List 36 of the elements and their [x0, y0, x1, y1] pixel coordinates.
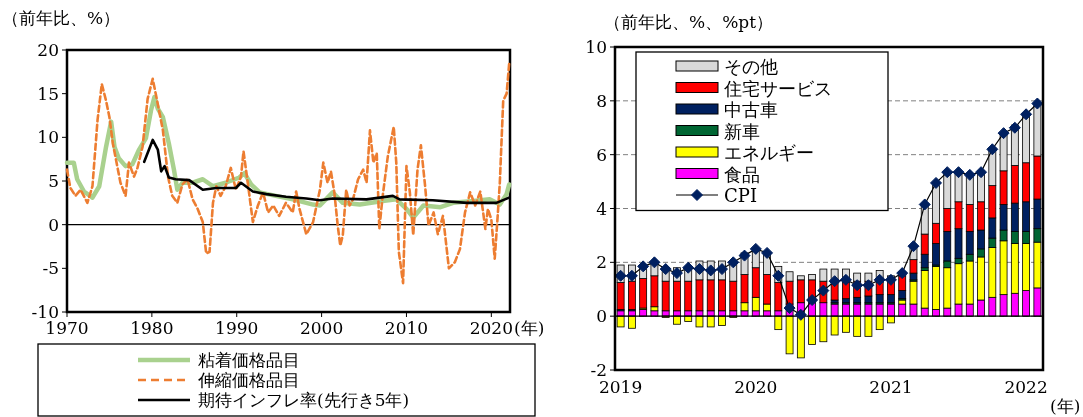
x-tick-label: 2020	[469, 318, 513, 338]
legend-label: エネルギー	[724, 142, 814, 163]
y-tick-label: 15	[37, 83, 59, 104]
x-axis-title: (年)	[514, 318, 545, 338]
y-tick-label: 10	[585, 37, 607, 57]
legend-label: 住宅サービス	[723, 77, 832, 99]
x-tick-label: 2021	[869, 377, 913, 397]
y-tick-label: 0	[48, 214, 59, 235]
legend-label: 粘着価格品目	[198, 350, 300, 370]
y-tick-label: 5	[48, 171, 59, 191]
x-tick-label: 2022	[1004, 377, 1048, 397]
y-tick-label: -5	[42, 258, 59, 279]
y-tick-label: 20	[37, 40, 59, 60]
x-tick-label: 1980	[130, 318, 174, 338]
y-tick-label: 6	[596, 144, 607, 165]
legend-label: 期待インフレ率(先行き5年)	[198, 390, 410, 410]
legend-label: その他	[724, 56, 778, 77]
x-tick-label: 2010	[384, 318, 429, 338]
x-axis-title: (年)	[1050, 396, 1081, 416]
x-tick-label: 2019	[599, 377, 643, 397]
y-tick-label: 0	[596, 306, 607, 327]
legend-label: 食品	[724, 163, 760, 185]
y-axis-title: （前年比、%、%pt）	[604, 12, 774, 32]
y-tick-label: 10	[37, 127, 59, 148]
legend-label: 中古車	[724, 99, 778, 120]
legend-label: CPI	[724, 185, 757, 206]
legend-label: 新車	[724, 120, 760, 142]
x-tick-label: 1990	[215, 318, 259, 338]
x-tick-label: 2000	[299, 318, 344, 338]
y-tick-label: 2	[596, 252, 607, 273]
y-tick-label: -2	[590, 360, 607, 380]
y-tick-label: 4	[596, 198, 607, 219]
y-tick-label: 8	[596, 90, 607, 111]
legend-label: 伸縮価格品目	[197, 370, 300, 390]
x-tick-label: 2020	[734, 377, 778, 397]
y-axis-title: （前年比、%）	[2, 8, 121, 28]
